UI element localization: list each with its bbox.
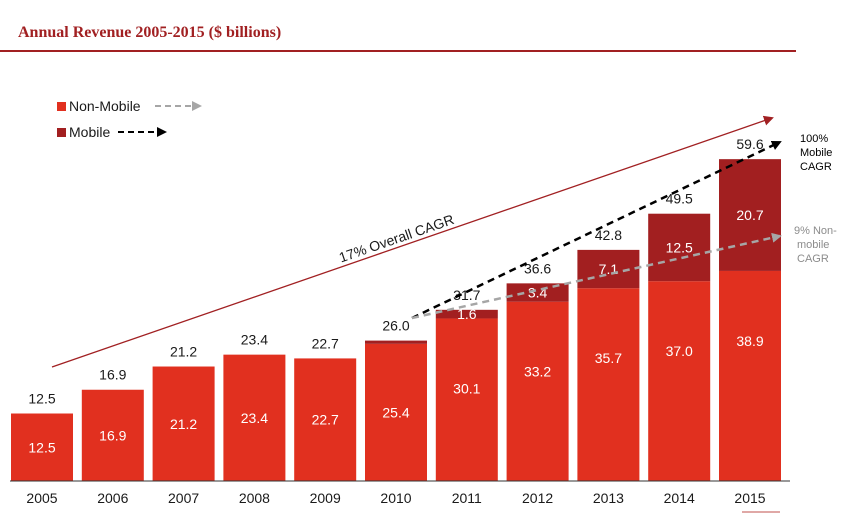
xtick-2006: 2006	[97, 490, 128, 506]
xtick-2015: 2015	[734, 490, 765, 506]
label-total-2005: 12.5	[28, 391, 55, 407]
chart-title: Annual Revenue 2005-2015 ($ billions)	[18, 24, 282, 41]
bar-non-mobile-2008	[223, 354, 286, 481]
overall-cagr-arrow	[51, 115, 774, 368]
nonmobile-cagr-arrow	[411, 232, 782, 320]
label-non-mobile-2009: 22.7	[312, 412, 339, 428]
overall-cagr-label: 17% Overall CAGR	[337, 211, 456, 265]
legend: Non-Mobile Mobile	[57, 98, 202, 140]
bar-non-mobile-2014	[648, 281, 711, 481]
label-mobile-2011: 1.6	[457, 306, 477, 322]
xtick-2013: 2013	[593, 490, 624, 506]
mobile-cagr-line-1: 100%	[800, 133, 828, 145]
label-non-mobile-2008: 23.4	[241, 410, 268, 426]
bar-mobile-2014	[648, 213, 711, 282]
legend-label-non-mobile: Non-Mobile	[69, 98, 141, 114]
bar-non-mobile-2007	[152, 366, 215, 481]
xtick-2010: 2010	[380, 490, 411, 506]
label-total-2011: 31.7	[453, 287, 480, 303]
nonmobile-cagr-line-1: 9% Non-	[794, 225, 837, 237]
label-non-mobile-2013: 35.7	[595, 350, 622, 366]
label-total-2015: 59.6	[736, 136, 763, 152]
legend-swatch-non-mobile	[57, 102, 66, 111]
label-non-mobile-2006: 16.9	[99, 427, 126, 443]
label-total-2009: 22.7	[312, 335, 339, 351]
label-total-2012: 36.6	[524, 260, 551, 276]
label-non-mobile-2012: 33.2	[524, 364, 551, 380]
label-mobile-2014: 12.5	[666, 239, 693, 255]
bar-non-mobile-2006	[81, 389, 144, 481]
bar-mobile-2010	[365, 340, 427, 344]
label-non-mobile-2015: 38.9	[736, 333, 763, 349]
bar-mobile-2015	[719, 159, 781, 271]
title-divider	[0, 50, 796, 52]
legend-swatch-mobile	[57, 128, 66, 137]
xtick-2012: 2012	[522, 490, 553, 506]
mobile-cagr-line-3: CAGR	[800, 161, 832, 173]
nonmobile-cagr-line-2: mobile	[797, 239, 829, 251]
bar-non-mobile-2010	[365, 343, 427, 481]
label-non-mobile-2010: 25.4	[382, 404, 409, 420]
nonmobile-cagr-line-3: CAGR	[797, 253, 829, 265]
label-non-mobile-2007: 21.2	[170, 416, 197, 432]
label-total-2014: 49.5	[666, 191, 693, 207]
label-non-mobile-2005: 12.5	[28, 439, 55, 455]
mobile-cagr-note: 100% Mobile CAGR	[800, 133, 835, 173]
xtick-2007: 2007	[168, 490, 199, 506]
mobile-cagr-line-2: Mobile	[800, 147, 832, 159]
label-mobile-2015: 20.7	[736, 207, 763, 223]
bar-non-mobile-2009	[294, 358, 357, 481]
bar-mobile-2011	[435, 309, 498, 319]
xtick-2009: 2009	[310, 490, 341, 506]
label-total-2013: 42.8	[595, 227, 622, 243]
legend-label-mobile: Mobile	[69, 124, 110, 140]
xtick-2011: 2011	[452, 490, 482, 506]
bar-non-mobile-2012	[506, 301, 569, 481]
label-total-2007: 21.2	[170, 344, 197, 360]
bar-mobile-2012	[506, 283, 569, 302]
bar-non-mobile-2011	[435, 318, 498, 481]
nonmobile-cagr-note: 9% Non- mobile CAGR	[794, 225, 840, 265]
xtick-2014: 2014	[664, 490, 695, 506]
xtick-2005: 2005	[26, 490, 57, 506]
bar-non-mobile-2015	[719, 270, 781, 481]
label-total-2010: 26.0	[382, 318, 409, 334]
bar-non-mobile-2005	[11, 413, 73, 481]
label-non-mobile-2011: 30.1	[453, 380, 480, 396]
bar-non-mobile-2013	[577, 288, 640, 481]
xtick-2008: 2008	[239, 490, 270, 506]
label-total-2008: 23.4	[241, 332, 268, 348]
label-non-mobile-2014: 37.0	[666, 343, 693, 359]
label-total-2006: 16.9	[99, 367, 126, 383]
mobile-cagr-arrow	[411, 140, 782, 320]
